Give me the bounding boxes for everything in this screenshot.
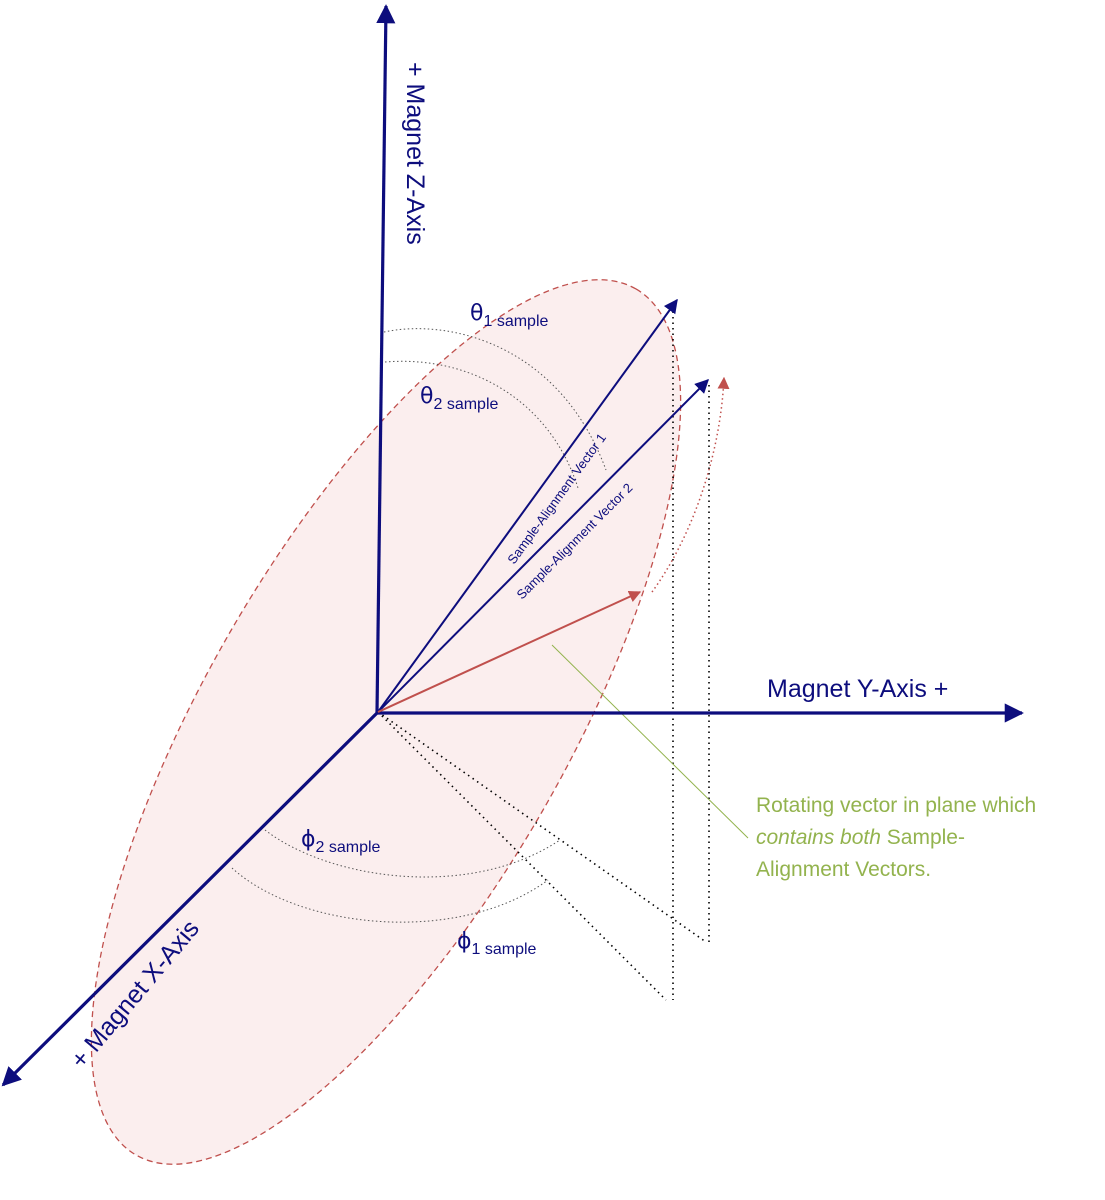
theta1-subscript: 1 sample — [483, 313, 548, 330]
phi2-label: ϕ2 sample — [301, 827, 381, 856]
sample-alignment-vector-2 — [377, 379, 709, 713]
theta2-label: θ2 sample — [420, 384, 498, 413]
rotation-plane — [90, 279, 682, 1165]
magnet-axes — [1, 4, 1024, 1087]
phi2-symbol: ϕ — [301, 827, 316, 852]
z-axis-arrow — [375, 4, 396, 714]
note-line-1: Rotating vector in plane which — [756, 794, 1036, 817]
phi1-label: ϕ1 sample — [457, 929, 537, 958]
note-line-2-italic: contains both — [756, 826, 881, 849]
projection-guides — [377, 306, 710, 1001]
phi1-symbol: ϕ — [457, 929, 472, 954]
z-axis-label: + Magnet Z-Axis — [401, 62, 429, 245]
sample-alignment-vector-1 — [377, 298, 678, 713]
phi1-projection-line — [377, 711, 667, 1001]
theta2-symbol: θ — [420, 384, 433, 409]
phi1-subscript: 1 sample — [472, 941, 537, 958]
note-leader-line — [551, 644, 749, 839]
phi2-projection-line — [377, 711, 707, 943]
rotating-vector-note: Rotating vector in plane which contains … — [756, 794, 1042, 881]
phi2-arc — [264, 829, 561, 878]
phi2-subscript: 2 sample — [316, 839, 381, 856]
note-line-2-rest: Sample- — [881, 826, 965, 849]
x-axis-arrow — [1, 711, 379, 1087]
theta2-arc — [384, 360, 579, 489]
theta1-label: θ1 sample — [470, 301, 548, 330]
note-line-3: Alignment Vectors. — [756, 858, 931, 881]
rotating-vector — [377, 591, 642, 713]
theta2-subscript: 2 sample — [433, 396, 498, 413]
theta1-symbol: θ — [470, 301, 483, 326]
y-axis-label: Magnet Y-Axis + — [767, 675, 948, 703]
